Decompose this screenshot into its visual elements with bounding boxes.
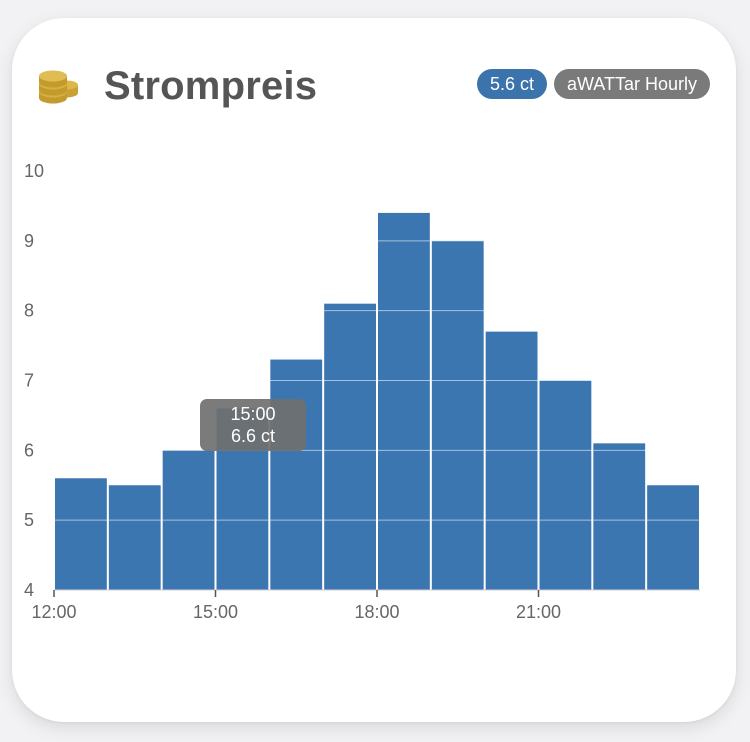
x-tick-label-12:00: 12:00 <box>31 602 76 622</box>
price-bar-18:00[interactable] <box>378 212 430 590</box>
x-tick-label-18:00: 18:00 <box>354 602 399 622</box>
y-tick-label-10: 10 <box>24 161 44 181</box>
price-bar-13:00[interactable] <box>108 485 161 590</box>
y-tick-label-7: 7 <box>24 371 34 391</box>
source-badge: aWATTar Hourly <box>553 69 710 99</box>
card-title: Strompreis <box>104 64 318 108</box>
x-tick-label-21:00: 21:00 <box>516 602 561 622</box>
price-bar-19:00[interactable] <box>431 240 484 590</box>
price-bar-17:00[interactable] <box>324 303 376 590</box>
price-bar-12:00[interactable] <box>55 478 107 590</box>
price-bar-chart[interactable]: 4 5 6 7 8 9 10 12:00 15:00 18:00 21:00 <box>12 18 736 722</box>
y-tick-label-6: 6 <box>24 440 34 460</box>
tooltip-time: 15:00 <box>230 404 276 424</box>
coins-icon <box>39 70 78 104</box>
price-card: Strompreis 5.6 ct aWATTar Hourly 4 5 6 7 8 9 1… <box>12 18 736 722</box>
y-tick-label-5: 5 <box>24 510 34 530</box>
price-bar-16:00[interactable] <box>270 359 323 590</box>
tooltip-value: 6.6 ct <box>230 426 276 446</box>
price-bar-20:00[interactable] <box>485 331 538 590</box>
price-bar-23:00[interactable] <box>647 485 699 590</box>
badge-group: 5.6 ct aWATTar Hourly <box>476 69 710 99</box>
y-tick-label-9: 9 <box>24 231 34 251</box>
current-price-badge: 5.6 ct <box>476 69 547 99</box>
chart-tooltip: 15:00 6.6 ct <box>200 399 306 451</box>
y-tick-label-8: 8 <box>24 301 34 321</box>
x-tick-label-15:00: 15:00 <box>193 602 238 622</box>
y-tick-label-4: 4 <box>24 580 34 600</box>
price-bar-22:00[interactable] <box>593 443 646 590</box>
card-header: Strompreis 5.6 ct aWATTar Hourly <box>12 18 736 138</box>
price-bar-21:00[interactable] <box>539 380 592 591</box>
